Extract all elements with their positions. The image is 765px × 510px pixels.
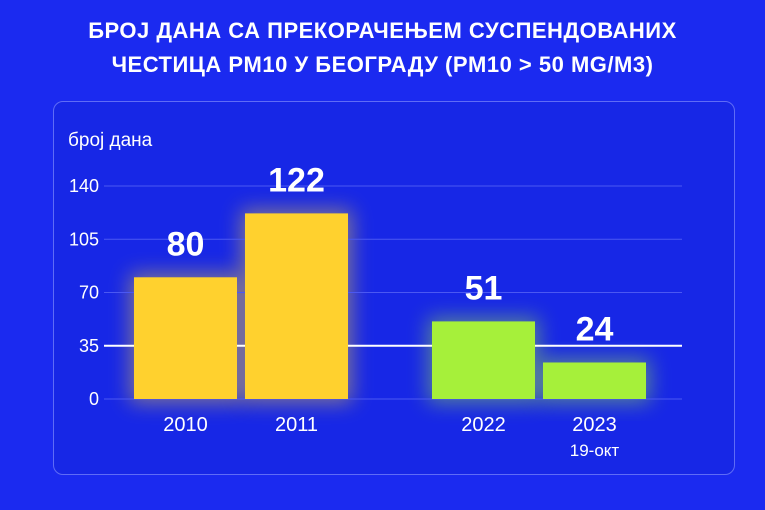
y-tick-label: 140 — [69, 176, 99, 196]
y-axis-label: број дана — [68, 130, 153, 151]
data-label-2023: 24 — [576, 310, 614, 348]
data-label-2010: 80 — [167, 225, 205, 263]
y-tick-label: 105 — [69, 229, 99, 249]
y-tick-label: 70 — [79, 283, 99, 303]
data-label-2011: 122 — [268, 161, 325, 199]
data-label-2022: 51 — [465, 269, 503, 307]
title-line-2: ЧЕСТИЦА PM10 У БЕОГРАДУ (PM10 > 50 MG/M3… — [111, 52, 654, 77]
x-tick-sublabel-2023: 19-окт — [570, 441, 620, 460]
chart-title: БРОЈ ДАНА СА ПРЕКОРАЧЕЊЕМ СУСПЕНДОВАНИХ … — [0, 14, 765, 82]
x-tick-label-2010: 2010 — [163, 414, 208, 436]
bar-2023 — [543, 362, 646, 399]
x-tick-label-2011: 2011 — [275, 414, 318, 436]
title-line-1: БРОЈ ДАНА СА ПРЕКОРАЧЕЊЕМ СУСПЕНДОВАНИХ — [88, 18, 677, 43]
bar-2022 — [432, 321, 535, 399]
x-tick-label-2022: 2022 — [461, 414, 506, 436]
y-tick-label: 35 — [79, 336, 99, 356]
y-tick-label: 0 — [89, 389, 99, 409]
bar-2010 — [134, 277, 237, 399]
bar-2011 — [245, 213, 348, 399]
x-tick-label-2023: 2023 — [572, 414, 617, 436]
